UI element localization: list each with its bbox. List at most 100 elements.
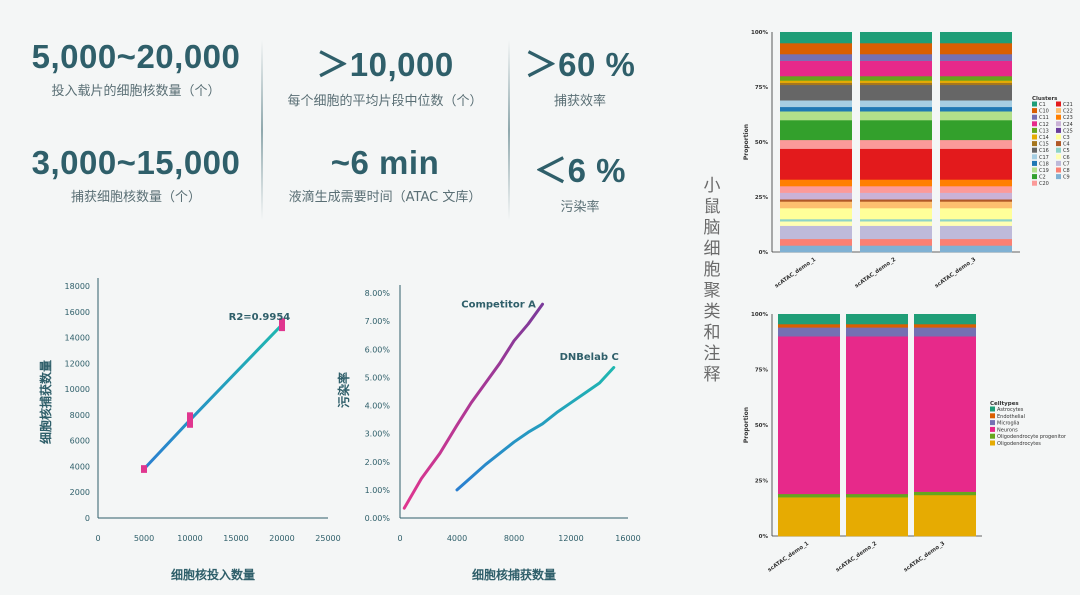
bar-segment xyxy=(914,491,976,496)
y-tick-label: 100% xyxy=(751,312,768,318)
legend-swatch xyxy=(1056,174,1061,180)
x-tick-label: 15000 xyxy=(223,534,248,543)
bar-segment xyxy=(780,32,852,44)
bar-segment xyxy=(940,148,1012,180)
y-tick-label: 100% xyxy=(751,30,768,36)
y-axis-label: 污染率 xyxy=(336,372,351,408)
contamination-chart: 0.00% 1.00% 2.00% 3.00% 4.00% 5.00% 6.00% 7.00%… xyxy=(336,285,641,582)
bar-segment xyxy=(860,238,932,246)
bar-segment xyxy=(860,84,932,101)
series-line xyxy=(455,366,616,492)
legend-swatch xyxy=(1056,114,1061,120)
bar-segment xyxy=(846,336,908,495)
bar-segment xyxy=(780,221,852,226)
legend-title: Clusters xyxy=(1032,96,1058,102)
bar-segment xyxy=(780,192,852,200)
bar-segment xyxy=(860,225,932,240)
bar-segment xyxy=(860,43,932,55)
x-tick-label: 16000 xyxy=(615,534,640,543)
legend-swatch xyxy=(990,433,995,439)
error-bar xyxy=(279,318,285,332)
legend-label: Oligodendrocytes xyxy=(997,441,1041,447)
legend-label: Astrocytes xyxy=(997,407,1024,413)
stat-captured-nuclei: 3,000~15,000 捕获细胞核数量（个） xyxy=(20,144,252,205)
legend-swatch xyxy=(1032,154,1037,160)
legend-label: C16 xyxy=(1039,148,1049,154)
bar-segment xyxy=(780,106,852,112)
y-tick-label: 6.00% xyxy=(365,345,391,354)
legend-swatch xyxy=(1056,147,1061,153)
bar-segment xyxy=(778,314,840,325)
legend-label: C2 xyxy=(1039,175,1046,181)
x-tick-label: scATAC_demo_1 xyxy=(774,257,817,290)
x-tick-label: 4000 xyxy=(447,534,467,543)
error-bar xyxy=(141,465,147,473)
stat-value: ~6 min xyxy=(330,144,440,181)
bar-segment xyxy=(860,219,932,222)
bar-segment xyxy=(778,493,840,498)
bar-segment xyxy=(778,323,840,328)
bar-segment xyxy=(860,139,932,149)
bar-segment xyxy=(860,80,932,83)
legend-swatch xyxy=(990,440,995,446)
stat-label: 污染率 xyxy=(560,200,600,215)
bar-segment xyxy=(940,120,1012,141)
x-tick-label: scATAC_demo_2 xyxy=(854,257,897,290)
bar-segment xyxy=(860,82,932,86)
bar-segment xyxy=(860,199,932,202)
legend-label: Endothelial xyxy=(997,414,1025,420)
x-tick-label: 25000 xyxy=(315,534,340,543)
bar-segment xyxy=(780,148,852,180)
legend-swatch xyxy=(1056,127,1061,133)
bar-segment xyxy=(780,199,852,202)
y-tick-label: 8.00% xyxy=(365,289,391,298)
bar-segment xyxy=(914,336,976,492)
legend-swatch xyxy=(1056,101,1061,107)
stat-label: 液滴生成需要时间（ATAC 文库） xyxy=(288,190,482,205)
legend-label: C1 xyxy=(1039,102,1046,108)
y-tick-label: 0 xyxy=(85,514,90,523)
y-tick-label: 14000 xyxy=(65,334,90,343)
legend-label: C14 xyxy=(1039,135,1049,141)
legend-swatch xyxy=(990,406,995,412)
bar-segment xyxy=(940,208,1012,220)
legend-label: C23 xyxy=(1063,115,1073,121)
legend-swatch xyxy=(1032,121,1037,127)
bar-segment xyxy=(780,43,852,55)
x-tick-label: 5000 xyxy=(134,534,154,543)
series-label: DNBelab C xyxy=(560,352,619,363)
bar-segment xyxy=(860,186,932,193)
legend-label: Microglia xyxy=(997,421,1019,427)
x-axis-label: 细胞核捕获数量 xyxy=(472,567,556,582)
y-tick-label: 4000 xyxy=(70,462,90,471)
legend-label: C8 xyxy=(1063,168,1070,174)
bar-segment xyxy=(780,76,852,81)
bar-segment xyxy=(780,120,852,141)
legend-label: C18 xyxy=(1039,161,1049,167)
bar-segment xyxy=(940,219,1012,222)
x-tick-label: 0 xyxy=(397,534,402,543)
error-bar xyxy=(187,412,193,428)
y-tick-label: 6000 xyxy=(70,437,90,446)
y-tick-label: 25% xyxy=(755,479,769,485)
legend-title: Celltypes xyxy=(990,401,1019,407)
bar-segment xyxy=(940,245,1012,253)
stat-fragments: ＞10,000 每个细胞的平均片段中位数（个） xyxy=(268,38,502,109)
legend-label: C13 xyxy=(1039,128,1049,134)
bar-segment xyxy=(940,82,1012,86)
series-label: Competitor A xyxy=(461,299,536,310)
bar-segment xyxy=(940,43,1012,55)
legend-swatch xyxy=(1032,160,1037,166)
bar-segment xyxy=(778,327,840,337)
y-axis-label: Proportion xyxy=(743,407,750,443)
legend-label: C5 xyxy=(1063,148,1070,154)
legend-swatch xyxy=(1032,134,1037,140)
bar-segment xyxy=(940,106,1012,112)
stat-capture-efficiency: ＞60 % 捕获效率 xyxy=(512,38,648,109)
bar-segment xyxy=(940,186,1012,193)
legend-swatch xyxy=(1032,141,1037,147)
cluster-proportion-chart: 0% 25% 50% 75% 100% Proportion scATAC_demo_1 sc… xyxy=(743,30,1073,290)
bar-segment xyxy=(940,221,1012,226)
side-title: 小鼠脑细胞聚类和注释 xyxy=(703,176,721,385)
y-tick-label: 7.00% xyxy=(365,317,391,326)
